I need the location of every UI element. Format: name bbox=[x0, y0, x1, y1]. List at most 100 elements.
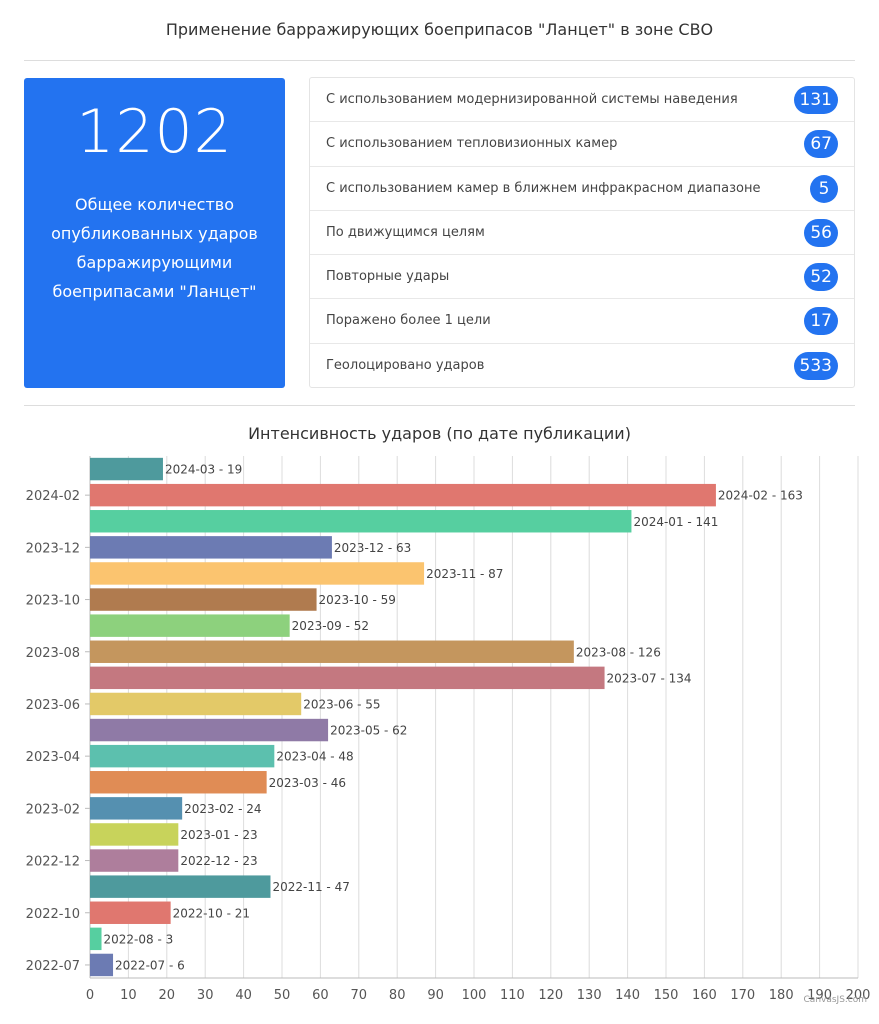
data-label: 2023-02 - 24 bbox=[184, 802, 261, 816]
bar bbox=[90, 744, 275, 768]
x-tick-label: 60 bbox=[312, 988, 329, 1003]
y-tick-label: 2022-07 bbox=[26, 959, 80, 974]
y-tick-label: 2023-08 bbox=[26, 646, 80, 661]
bar bbox=[90, 927, 102, 951]
data-label: 2022-10 - 21 bbox=[173, 906, 250, 920]
data-label: 2023-09 - 52 bbox=[292, 619, 369, 633]
y-tick-label: 2024-02 bbox=[26, 489, 80, 504]
divider-top bbox=[24, 60, 855, 61]
stat-row-repeat-strikes: Повторные удары 52 bbox=[310, 255, 854, 300]
data-label: 2024-01 - 141 bbox=[633, 515, 718, 529]
bar bbox=[90, 823, 179, 846]
stat-label: С использованием камер в ближнем инфракр… bbox=[326, 180, 761, 196]
data-label: 2023-12 - 63 bbox=[334, 541, 411, 555]
data-label: 2023-07 - 134 bbox=[607, 671, 692, 685]
stat-label: С использованием тепловизионных камер bbox=[326, 136, 618, 152]
data-label: 2023-05 - 62 bbox=[330, 724, 407, 738]
stats-list: С использованием модернизированной систе… bbox=[309, 77, 855, 388]
bar bbox=[90, 457, 163, 481]
total-strikes-value: 1202 bbox=[76, 97, 233, 167]
y-tick-label: 2023-04 bbox=[26, 750, 80, 765]
stat-badge: 131 bbox=[793, 86, 838, 114]
chart-title: Интенсивность ударов (по дате публикации… bbox=[248, 424, 631, 443]
total-strikes-card: 1202 Общее количество опубликованных уда… bbox=[24, 78, 285, 388]
bar bbox=[90, 849, 179, 872]
x-tick-label: 130 bbox=[577, 988, 602, 1003]
y-tick-label: 2023-06 bbox=[26, 698, 80, 713]
x-tick-label: 170 bbox=[730, 988, 755, 1003]
bar bbox=[90, 510, 632, 533]
stat-row-thermal: С использованием тепловизионных камер 67 bbox=[310, 122, 854, 167]
x-tick-label: 100 bbox=[462, 988, 487, 1003]
data-label: 2023-03 - 46 bbox=[269, 776, 346, 790]
data-label: 2022-11 - 47 bbox=[272, 880, 349, 894]
y-tick-label: 2022-10 bbox=[26, 907, 80, 922]
stat-label: Повторные удары bbox=[326, 269, 450, 285]
x-tick-label: 80 bbox=[389, 988, 406, 1003]
chart-credit: CanvasJS.com bbox=[803, 995, 867, 1005]
divider-middle bbox=[24, 405, 855, 406]
data-label: 2022-08 - 3 bbox=[104, 932, 174, 946]
page-title: Применение барражирующих боеприпасов "Ла… bbox=[165, 20, 714, 39]
stat-label: Геолоцировано ударов bbox=[326, 357, 485, 373]
y-tick-label: 2023-02 bbox=[26, 802, 80, 817]
stat-badge: 56 bbox=[804, 218, 838, 247]
x-tick-label: 30 bbox=[197, 988, 214, 1003]
bar bbox=[90, 771, 267, 794]
x-tick-label: 70 bbox=[351, 988, 368, 1003]
x-tick-label: 110 bbox=[500, 988, 525, 1003]
stat-row-multiple-targets: Поражено более 1 цели 17 bbox=[310, 299, 854, 344]
x-tick-label: 140 bbox=[615, 988, 640, 1003]
bar bbox=[90, 666, 605, 690]
x-tick-label: 90 bbox=[427, 988, 444, 1003]
stat-row-guidance: С использованием модернизированной систе… bbox=[310, 78, 854, 123]
bar bbox=[90, 875, 271, 898]
data-label: 2022-12 - 23 bbox=[180, 854, 257, 868]
bar bbox=[90, 692, 302, 716]
x-tick-label: 160 bbox=[692, 988, 717, 1003]
x-tick-label: 10 bbox=[120, 988, 137, 1003]
stat-label: Поражено более 1 цели bbox=[326, 313, 491, 329]
data-label: 2022-07 - 6 bbox=[115, 958, 185, 972]
data-label: 2024-03 - 19 bbox=[165, 463, 242, 477]
stat-row-near-infrared: С использованием камер в ближнем инфракр… bbox=[310, 167, 854, 211]
bar bbox=[90, 901, 171, 924]
stat-badge: 533 bbox=[793, 351, 838, 380]
data-label: 2023-10 - 59 bbox=[319, 593, 396, 607]
stat-label: По движущимся целям bbox=[326, 224, 485, 240]
bar bbox=[90, 483, 716, 507]
bar bbox=[90, 718, 329, 742]
stat-badge: 67 bbox=[804, 130, 838, 159]
bar bbox=[90, 536, 332, 559]
y-tick-label: 2023-12 bbox=[26, 541, 80, 556]
bar bbox=[90, 614, 290, 637]
bar bbox=[90, 640, 574, 663]
x-tick-label: 120 bbox=[538, 988, 563, 1003]
stat-row-moving-targets: По движущимся целям 56 bbox=[310, 211, 854, 256]
total-strikes-caption: Общее количество опубликованных ударов б… bbox=[51, 195, 258, 301]
y-tick-label: 2023-10 bbox=[26, 594, 80, 609]
x-tick-label: 40 bbox=[235, 988, 252, 1003]
strike-intensity-chart: 0 10 20 30 40 50 60 70 80 90 100 110 120 130 140 150 160… bbox=[26, 456, 871, 1003]
bar bbox=[90, 562, 425, 585]
x-tick-label: 190 bbox=[807, 988, 832, 1003]
x-tick-label: 150 bbox=[654, 988, 679, 1003]
x-tick-label: 180 bbox=[769, 988, 794, 1003]
data-label: 2023-11 - 87 bbox=[426, 567, 503, 581]
x-tick-label: 50 bbox=[274, 988, 291, 1003]
y-tick-label: 2022-12 bbox=[26, 855, 80, 870]
bar bbox=[90, 797, 183, 820]
data-label: 2023-06 - 55 bbox=[303, 697, 380, 711]
data-label: 2024-02 - 163 bbox=[718, 489, 803, 503]
stat-badge: 5 bbox=[810, 174, 838, 203]
stat-row-geolocated: Геолоцировано ударов 533 bbox=[310, 344, 854, 388]
stat-badge: 17 bbox=[804, 307, 838, 336]
x-tick-label: 200 bbox=[846, 988, 871, 1003]
data-label: 2023-01 - 23 bbox=[180, 828, 257, 842]
bar bbox=[90, 953, 114, 977]
stat-label: С использованием модернизированной систе… bbox=[326, 92, 738, 107]
stat-badge: 52 bbox=[804, 263, 838, 292]
data-label: 2023-04 - 48 bbox=[276, 750, 353, 764]
x-tick-label: 0 bbox=[86, 988, 94, 1003]
bar bbox=[90, 588, 317, 611]
